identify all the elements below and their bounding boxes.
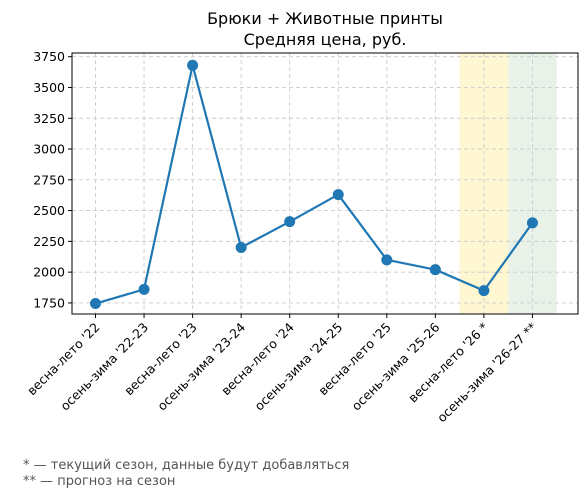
footnote-current-season: * — текущий сезон, данные будут добавлят… <box>23 458 349 473</box>
data-point-9 <box>478 285 490 297</box>
chart-title-line-1: Брюки + Животные принты <box>207 9 443 28</box>
plot-frame <box>71 52 579 315</box>
data-point-6 <box>332 189 344 201</box>
y-tick-label: 3000 <box>33 142 65 157</box>
series-line <box>90 59 538 310</box>
data-point-5 <box>284 216 296 228</box>
data-point-3 <box>187 59 199 71</box>
series-path <box>94 64 534 305</box>
y-tick-label: 2250 <box>33 234 65 249</box>
highlight-band-2 <box>508 53 557 314</box>
y-tick-label: 3250 <box>33 111 65 126</box>
data-point-10 <box>526 217 538 229</box>
y-tick-label: 2500 <box>33 203 65 218</box>
gridlines <box>72 53 578 314</box>
highlight-band-1 <box>459 53 509 314</box>
highlight-bands <box>459 53 557 314</box>
y-tick-label: 3500 <box>33 80 65 95</box>
data-point-7 <box>381 254 393 266</box>
data-point-1 <box>90 298 101 310</box>
data-point-8 <box>429 264 441 276</box>
y-tick-label: 1750 <box>33 295 65 310</box>
y-tick-label: 3750 <box>33 49 65 64</box>
data-point-2 <box>138 283 150 295</box>
y-tick-label: 2750 <box>33 172 65 187</box>
chart-title-line-2: Средняя цена, руб. <box>244 30 407 49</box>
y-tick-label: 2000 <box>33 265 65 280</box>
footnote-forecast: ** — прогноз на сезон <box>23 474 175 489</box>
y-axis-ticks: 1750 2000 2250 2500 2750 3000 3250 3500 3750 <box>33 49 72 310</box>
data-point-4 <box>235 242 247 254</box>
